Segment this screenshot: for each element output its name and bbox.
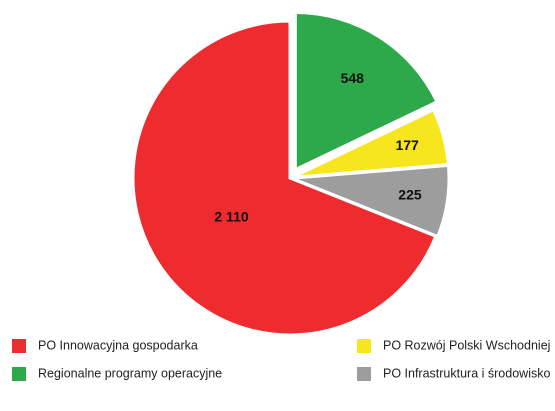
value-label: 2 110 [214,208,248,224]
pie-slice [291,163,451,239]
legend-label: Regionalne programy operacyjne [38,366,222,380]
legend-label: PO Rozwój Polski Wschodniej [383,338,550,352]
value-label: 225 [398,187,422,203]
legend-label: PO Infrastruktura i środowisko [383,366,550,380]
legend-swatch [12,367,26,381]
legend-swatch [357,367,371,381]
pie-slice [293,11,440,172]
legend-swatch [12,339,26,353]
value-label: 177 [395,137,419,153]
value-label: 548 [341,70,365,86]
legend-label: PO Innowacyjna gospodarka [38,338,198,352]
pie-slice [131,19,438,337]
legend-swatch [357,339,371,353]
